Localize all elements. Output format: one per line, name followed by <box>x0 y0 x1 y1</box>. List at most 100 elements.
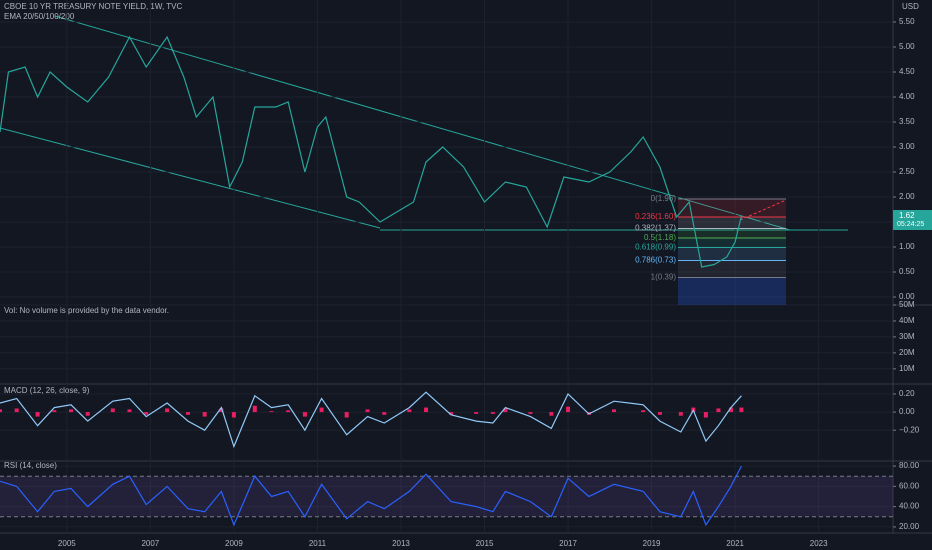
histogram-bar <box>739 407 744 413</box>
countdown: 05:24:25 <box>897 221 924 228</box>
histogram-bar <box>52 410 57 413</box>
histogram-bar <box>69 409 74 413</box>
histogram-bar <box>716 408 721 413</box>
fib-label: 0.786(0.73) <box>635 256 676 265</box>
y-tick-label: 4.00 <box>899 92 915 101</box>
y-tick-label: 2.50 <box>899 167 915 176</box>
histogram-bar <box>528 412 533 414</box>
pane-title: Vol: No volume is provided by the data v… <box>4 306 169 315</box>
histogram-bar <box>657 412 662 415</box>
histogram-bar <box>0 409 2 413</box>
histogram-bar <box>641 410 646 413</box>
histogram-bar <box>252 405 257 413</box>
histogram-bar <box>549 412 554 416</box>
y-tick-label: 1.00 <box>899 242 915 251</box>
fib-zone <box>678 217 786 229</box>
chart-title: CBOE 10 YR TREASURY NOTE YIELD, 1W, TVC <box>4 2 183 11</box>
y-tick-label: 40.00 <box>899 502 920 511</box>
unit-label: USD <box>902 2 919 11</box>
histogram-bar <box>286 410 291 413</box>
fib-label: 0.618(0.99) <box>635 243 676 252</box>
histogram-bar <box>302 412 307 417</box>
histogram-bar <box>407 409 412 413</box>
fib-label: 0.5(1.18) <box>644 233 676 242</box>
y-tick-label: 30M <box>899 332 915 341</box>
y-tick-label: 0.00 <box>899 407 915 416</box>
series-line <box>0 35 742 268</box>
last-price: 1.62 <box>899 211 915 220</box>
channel-lower <box>0 127 381 229</box>
histogram-bar <box>503 408 508 413</box>
y-tick-label: 3.50 <box>899 117 915 126</box>
histogram-bar <box>490 412 495 414</box>
y-tick-label: 2.00 <box>899 192 915 201</box>
y-tick-label: 80.00 <box>899 461 920 470</box>
fib-label: 0.382(1.37) <box>635 224 676 233</box>
x-tick-label: 2019 <box>643 539 661 548</box>
histogram-bar <box>231 412 236 418</box>
x-tick-label: 2021 <box>726 539 744 548</box>
y-tick-label: 20.00 <box>899 522 920 531</box>
histogram-bar <box>728 407 733 413</box>
histogram-bar <box>611 409 616 413</box>
histogram-bar <box>165 408 170 413</box>
histogram-bar <box>35 412 40 417</box>
y-tick-label: 0.20 <box>899 389 915 398</box>
x-tick-label: 2013 <box>392 539 410 548</box>
y-tick-label: 5.50 <box>899 17 915 26</box>
x-tick-label: 2011 <box>309 539 327 548</box>
histogram-bar <box>127 409 132 413</box>
x-tick-label: 2009 <box>225 539 243 548</box>
x-tick-label: 2015 <box>476 539 494 548</box>
histogram-bar <box>382 412 387 415</box>
histogram-bar <box>319 407 324 413</box>
histogram-bar <box>365 409 370 413</box>
fib-label: 1(0.39) <box>651 273 677 282</box>
y-tick-label: 5.00 <box>899 42 915 51</box>
fib-zone <box>678 260 786 278</box>
histogram-bar <box>144 412 149 415</box>
y-tick-label: 0.00 <box>899 292 915 301</box>
pane-title: MACD (12, 26, close, 9) <box>4 386 90 395</box>
series-line <box>0 391 742 449</box>
histogram-bar <box>678 412 683 416</box>
y-tick-label: 50M <box>899 300 915 309</box>
y-tick-label: 3.00 <box>899 142 915 151</box>
fib-zone <box>678 199 786 217</box>
histogram-bar <box>566 406 571 413</box>
x-tick-label: 2007 <box>141 539 159 548</box>
y-tick-label: 40M <box>899 316 915 325</box>
histogram-bar <box>14 408 19 413</box>
fib-zone <box>678 228 786 238</box>
histogram-bar <box>202 412 207 417</box>
fib-zone <box>678 277 786 305</box>
fib-zone <box>678 238 786 248</box>
y-tick-label: 10M <box>899 364 915 373</box>
histogram-bar <box>110 408 115 413</box>
histogram-bar <box>424 407 429 413</box>
y-tick-label: 0.50 <box>899 267 915 276</box>
histogram-bar <box>344 412 349 418</box>
drawings <box>0 15 848 231</box>
histogram-bar <box>219 408 224 413</box>
last-price-box <box>893 210 932 230</box>
y-tick-label: 4.50 <box>899 67 915 76</box>
pane-title: RSI (14, close) <box>4 461 57 470</box>
histogram-bar <box>85 412 90 416</box>
fib-label: 0(1.96) <box>651 194 677 203</box>
histogram-bar <box>474 412 479 414</box>
series-line <box>0 465 742 527</box>
histogram-bar <box>449 412 454 415</box>
fib-zone <box>678 247 786 261</box>
projection-line <box>739 199 787 221</box>
y-tick-label: 20M <box>899 348 915 357</box>
indicator-label: EMA 20/50/100/200 <box>4 12 75 21</box>
histogram-bar <box>185 412 190 415</box>
y-tick-label: 60.00 <box>899 481 920 490</box>
histogram-bar <box>703 412 708 418</box>
x-tick-label: 2023 <box>810 539 828 548</box>
x-tick-label: 2017 <box>559 539 577 548</box>
fib-label: 0.236(1.60) <box>635 212 676 221</box>
